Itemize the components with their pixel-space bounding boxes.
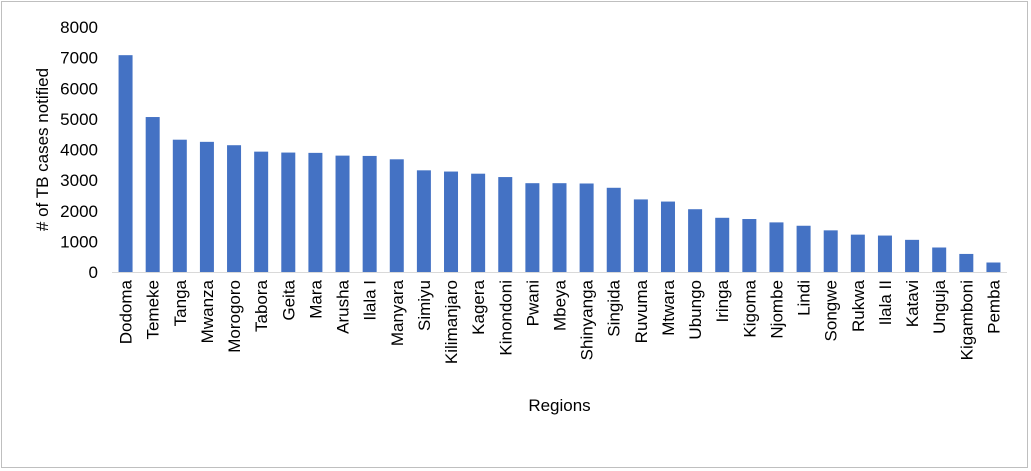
- bar: [416, 170, 431, 272]
- bar: [877, 235, 892, 272]
- bar: [850, 234, 865, 272]
- bar: [471, 173, 486, 272]
- bar: [606, 187, 621, 272]
- x-tick-label: Iringa: [713, 279, 732, 322]
- y-tick-label: 5000: [60, 110, 98, 129]
- bar: [335, 155, 350, 272]
- x-tick-label: Pwani: [523, 280, 542, 326]
- bar: [552, 183, 567, 272]
- bar: [199, 141, 214, 272]
- x-tick-label: Tanga: [171, 279, 190, 326]
- x-tick-label: Geita: [279, 279, 298, 320]
- bar: [986, 262, 1001, 272]
- x-tick-label: Unguja: [930, 279, 949, 333]
- x-tick-label: Lindi: [795, 280, 814, 316]
- x-tick-label: Njombe: [767, 280, 786, 339]
- x-tick-label: Manyara: [388, 279, 407, 346]
- bar: [525, 183, 540, 272]
- bar: [389, 159, 404, 272]
- bar: [172, 139, 187, 272]
- bar: [905, 239, 920, 272]
- y-tick-label: 6000: [60, 79, 98, 98]
- x-tick-label: Morogoro: [225, 280, 244, 353]
- bar: [227, 145, 242, 272]
- y-axis-title: # of TB cases notified: [33, 68, 52, 231]
- y-axis-ticks: 0 1000 2000 3000 4000 5000 6000 7000 8000: [60, 18, 98, 282]
- bar: [823, 230, 838, 272]
- x-tick-label: Pemba: [984, 279, 1003, 333]
- x-axis-ticks: Dodoma Temeke Tanga Mwanza Morogoro Tabora Gei…: [117, 279, 1004, 364]
- bar: [932, 247, 947, 272]
- y-tick-label: 4000: [60, 141, 98, 160]
- x-tick-label: Dodoma: [117, 279, 136, 344]
- y-tick-label: 2000: [60, 202, 98, 221]
- bars: [118, 55, 1001, 272]
- x-tick-label: Katavi: [903, 280, 922, 327]
- bar: [444, 171, 459, 272]
- y-tick-label: 8000: [60, 18, 98, 37]
- x-tick-label: Rukwa: [849, 279, 868, 332]
- bar: [769, 222, 784, 272]
- x-tick-label: Mtwara: [659, 279, 678, 335]
- bar: [281, 152, 296, 272]
- bar: [362, 155, 377, 272]
- x-tick-label: Ruvuma: [632, 279, 651, 343]
- x-tick-label: Ilala I: [361, 280, 380, 321]
- bar: [579, 183, 594, 272]
- x-tick-label: Singida: [605, 279, 624, 336]
- y-tick-label: 1000: [60, 232, 98, 251]
- x-tick-label: Kilimanjaro: [442, 280, 461, 364]
- bar: [660, 201, 675, 272]
- x-tick-label: Tabora: [252, 279, 271, 332]
- x-tick-label: Arusha: [334, 279, 353, 333]
- y-tick-label: 3000: [60, 171, 98, 190]
- bar: [715, 217, 730, 272]
- x-tick-label: Shinyanga: [578, 279, 597, 360]
- x-tick-label: Kigamboni: [957, 280, 976, 360]
- x-tick-label: Simiyu: [415, 280, 434, 331]
- x-tick-label: Temeke: [144, 280, 163, 340]
- x-axis-title: Regions: [528, 396, 590, 415]
- x-tick-label: Kagera: [469, 279, 488, 334]
- x-tick-label: Mwanza: [198, 279, 217, 343]
- x-tick-label: Ilala II: [876, 280, 895, 325]
- y-tick-label: 0: [89, 263, 98, 282]
- bar: [742, 219, 757, 272]
- bar: [145, 117, 160, 272]
- y-tick-label: 7000: [60, 49, 98, 68]
- bar: [118, 55, 133, 272]
- bar: [796, 225, 811, 272]
- bar: [254, 151, 269, 272]
- x-tick-label: Kigoma: [740, 279, 759, 337]
- x-tick-label: Ubungo: [686, 280, 705, 340]
- bar: [959, 253, 974, 272]
- x-tick-label: Songwe: [822, 280, 841, 341]
- bar: [633, 199, 648, 272]
- bar: [308, 152, 323, 272]
- bar: [498, 177, 513, 272]
- x-tick-label: Mbeya: [551, 279, 570, 331]
- x-tick-label: Mara: [306, 279, 325, 318]
- x-tick-label: Kinondoni: [496, 280, 515, 356]
- bar: [688, 209, 703, 272]
